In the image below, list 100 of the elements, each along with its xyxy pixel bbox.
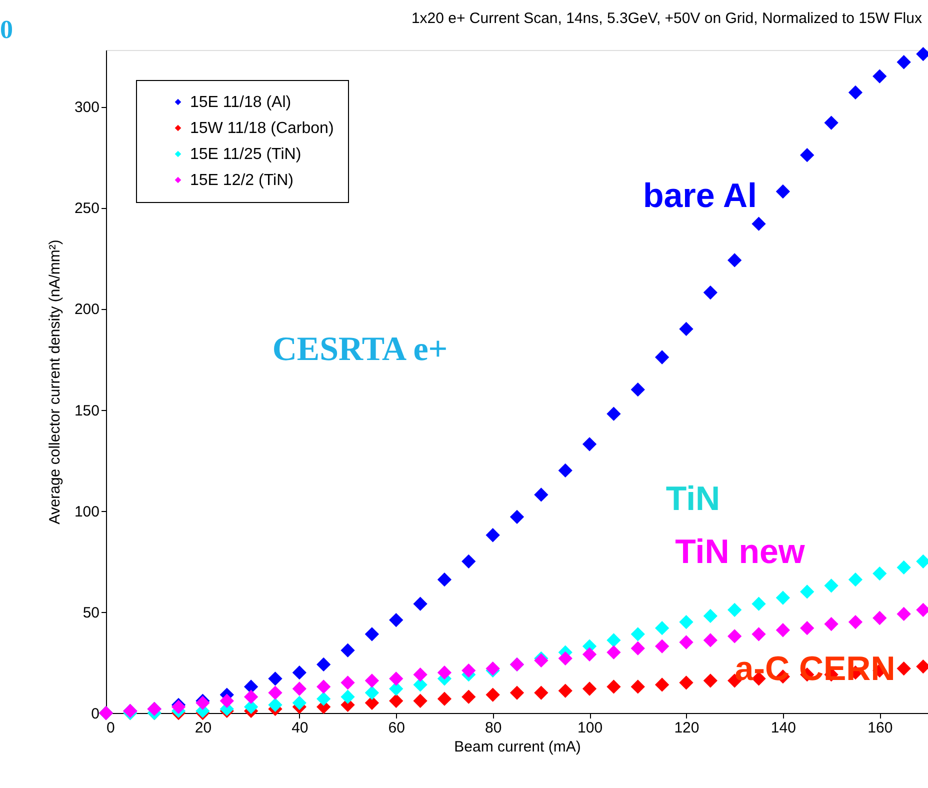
point — [630, 680, 645, 694]
legend-label: 15E 11/18 (Al) — [190, 94, 292, 111]
point — [340, 643, 355, 658]
point — [389, 672, 404, 686]
point — [220, 694, 234, 708]
point — [703, 674, 718, 688]
point — [171, 700, 186, 714]
x-tick-label: 140 — [770, 720, 796, 736]
point — [244, 680, 258, 694]
point — [558, 651, 572, 666]
annotation: CESRTA e+ — [272, 331, 448, 368]
point — [872, 610, 887, 626]
point — [413, 668, 428, 682]
x-tick-label: 120 — [674, 720, 700, 736]
chart-title: 1x20 e+ Current Scan, 14ns, 5.3GeV, +50V on Grid, Normalized to 15W Flux — [411, 10, 922, 27]
point — [824, 616, 838, 632]
point — [703, 633, 718, 648]
point — [364, 674, 380, 688]
point — [486, 688, 500, 702]
point — [364, 627, 380, 642]
point — [654, 639, 670, 654]
point — [824, 116, 838, 130]
point — [413, 596, 428, 611]
point — [244, 690, 258, 704]
y-tick-label: 50 — [82, 604, 100, 622]
point — [800, 621, 814, 636]
point — [679, 676, 694, 690]
point — [848, 614, 863, 630]
point — [534, 488, 548, 502]
point — [268, 686, 282, 700]
point — [752, 216, 766, 231]
point — [776, 184, 790, 199]
point — [437, 692, 452, 706]
annotation: bare Al — [642, 177, 758, 215]
point — [340, 690, 355, 704]
point — [848, 85, 863, 100]
y-axis-title: Average collector current density (nA/mm²) — [46, 240, 64, 524]
point — [800, 584, 814, 599]
point — [800, 148, 814, 162]
point — [606, 645, 621, 660]
point — [437, 572, 452, 587]
point — [389, 682, 404, 696]
y-tick-label: 150 — [74, 402, 100, 420]
y-tick-label: 100 — [74, 503, 100, 520]
point — [728, 602, 742, 617]
point — [292, 682, 306, 696]
point — [824, 578, 838, 593]
point — [316, 680, 331, 694]
point — [268, 698, 282, 712]
x-tick-label: 20 — [194, 720, 212, 736]
point — [654, 350, 670, 364]
text: 0 — [0, 15, 13, 44]
point — [364, 696, 380, 710]
legend-label: 15W 11/18 (Carbon) — [190, 120, 334, 137]
point — [486, 528, 500, 542]
point — [606, 633, 621, 648]
point — [268, 672, 282, 686]
point — [630, 641, 645, 656]
point — [437, 666, 452, 680]
point — [776, 590, 790, 605]
point — [413, 694, 428, 708]
point — [752, 627, 766, 642]
point — [340, 676, 355, 690]
point — [292, 696, 306, 710]
annotation: TiN new — [675, 533, 806, 571]
point — [872, 69, 887, 84]
point — [316, 657, 331, 672]
legend-label: 15E 12/2 (TiN) — [190, 172, 294, 189]
point — [534, 653, 548, 668]
point — [606, 406, 621, 421]
point — [848, 572, 863, 587]
annotation: TiN — [666, 480, 720, 518]
y-tick-label: 250 — [74, 200, 100, 218]
point — [896, 606, 911, 622]
point — [244, 700, 258, 714]
point — [896, 55, 911, 70]
y-tick-label: 300 — [74, 99, 100, 116]
point — [364, 686, 380, 700]
x-tick-label: 0 — [106, 720, 115, 736]
point — [630, 382, 645, 397]
point — [462, 554, 476, 568]
x-tick-label: 60 — [388, 720, 405, 736]
x-tick-label: 80 — [484, 720, 502, 736]
point — [896, 560, 911, 575]
point — [703, 608, 718, 624]
point — [316, 692, 331, 706]
point — [679, 322, 694, 336]
legend-label: 15E 11/25 (TiN) — [190, 146, 302, 163]
y-tick-label: 200 — [74, 301, 100, 318]
x-tick-label: 100 — [578, 720, 603, 736]
point — [872, 566, 887, 581]
point — [606, 680, 621, 694]
point — [582, 682, 597, 696]
point — [896, 661, 911, 676]
point — [703, 285, 718, 300]
point — [462, 690, 476, 704]
point — [752, 596, 766, 611]
y-tick-label: 0 — [91, 706, 100, 722]
point — [728, 253, 742, 268]
point — [776, 623, 790, 638]
